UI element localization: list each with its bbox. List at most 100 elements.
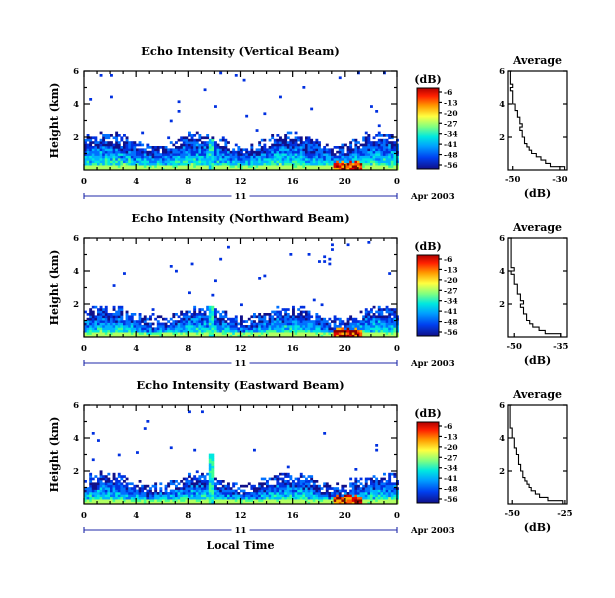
heatmap-cell bbox=[234, 74, 238, 77]
heatmap-cell bbox=[141, 317, 145, 321]
heatmap-cell bbox=[123, 322, 126, 326]
heatmap-cell bbox=[94, 136, 98, 140]
heatmap-cell bbox=[276, 320, 280, 323]
heatmap-cell bbox=[286, 158, 290, 161]
heatmap-cell bbox=[115, 489, 119, 493]
heatmap-cell bbox=[214, 501, 217, 505]
heatmap-cell bbox=[271, 136, 275, 140]
heatmap-cell bbox=[146, 146, 150, 149]
heatmap-cell bbox=[104, 167, 108, 171]
heatmap-cell bbox=[224, 320, 228, 323]
heatmap-cell bbox=[266, 329, 269, 333]
heatmap-cell bbox=[86, 146, 90, 149]
heatmap-cell bbox=[380, 322, 384, 326]
heatmap-cell bbox=[315, 317, 319, 321]
heatmap-cell bbox=[351, 494, 355, 498]
heatmap-cell bbox=[201, 317, 204, 321]
heatmap-cell bbox=[364, 484, 368, 488]
heatmap-cell bbox=[201, 475, 204, 478]
heatmap-cell bbox=[206, 146, 210, 149]
heatmap-cell bbox=[240, 501, 243, 505]
heatmap-cell bbox=[284, 153, 288, 156]
heatmap-cell bbox=[156, 496, 160, 500]
heatmap-cell bbox=[180, 146, 184, 149]
heatmap-cell bbox=[281, 143, 285, 147]
heatmap-cell bbox=[328, 322, 332, 326]
heatmap-cell bbox=[156, 492, 160, 495]
heatmap-cell bbox=[380, 482, 384, 486]
heatmap-cell bbox=[133, 165, 137, 168]
heatmap-cell bbox=[266, 322, 269, 326]
heatmap-cell bbox=[393, 143, 397, 147]
heatmap-cell bbox=[141, 489, 145, 493]
heatmap-cell bbox=[117, 158, 121, 161]
heatmap-cell bbox=[89, 327, 93, 331]
heatmap-cell bbox=[286, 329, 290, 333]
heatmap-cell bbox=[279, 315, 282, 319]
heatmap-cell bbox=[128, 165, 132, 168]
heatmap-cell bbox=[143, 167, 147, 171]
heatmap-cell bbox=[310, 150, 314, 154]
heatmap-cell bbox=[237, 327, 241, 331]
heatmap-cell bbox=[286, 492, 290, 495]
heatmap-cell bbox=[234, 143, 238, 147]
heatmap-cell bbox=[344, 334, 347, 338]
heatmap-cell bbox=[169, 162, 173, 166]
heatmap-cell bbox=[305, 162, 308, 166]
heatmap-cell bbox=[172, 143, 176, 147]
heatmap-cell bbox=[354, 160, 358, 164]
heatmap-cell bbox=[224, 158, 228, 161]
heatmap-cell bbox=[123, 320, 126, 323]
heatmap-cell bbox=[237, 499, 241, 502]
heatmap-cell bbox=[325, 482, 329, 486]
heatmap-cell bbox=[138, 165, 142, 168]
heatmap-cell bbox=[227, 329, 230, 333]
heatmap-cell bbox=[286, 322, 290, 326]
heatmap-cell bbox=[214, 146, 217, 149]
heatmap-cell bbox=[247, 325, 251, 328]
heatmap-cell bbox=[370, 489, 373, 493]
heatmap-cell bbox=[94, 499, 98, 502]
heatmap-cell bbox=[276, 134, 280, 137]
heatmap-cell bbox=[268, 329, 272, 333]
heatmap-cell bbox=[284, 315, 288, 319]
heatmap-cell bbox=[385, 334, 389, 338]
heatmap-cell bbox=[180, 492, 184, 495]
heatmap-cell bbox=[206, 329, 210, 333]
heatmap-cell bbox=[206, 501, 210, 505]
x-tick-label: 16 bbox=[287, 511, 299, 521]
heatmap-cell bbox=[250, 484, 254, 488]
heatmap-cell bbox=[188, 138, 191, 142]
heatmap-cell bbox=[164, 160, 168, 164]
heatmap-cell bbox=[193, 494, 197, 498]
heatmap-cell bbox=[195, 501, 199, 505]
heatmap-cell bbox=[169, 480, 173, 483]
heatmap-cell bbox=[117, 305, 121, 309]
heatmap-cell bbox=[219, 162, 223, 166]
heatmap-cell bbox=[367, 315, 371, 319]
heatmap-cell bbox=[159, 494, 163, 498]
heatmap-cell bbox=[91, 162, 95, 166]
heatmap-cell bbox=[333, 165, 337, 168]
heatmap-cell bbox=[385, 167, 389, 171]
heatmap-cell bbox=[323, 317, 327, 321]
heatmap-cell bbox=[328, 160, 332, 164]
heatmap-cell bbox=[227, 327, 230, 331]
heatmap-cell bbox=[117, 150, 121, 154]
heatmap-cell bbox=[172, 332, 176, 335]
heatmap-cell bbox=[125, 317, 129, 321]
heatmap-cell bbox=[266, 334, 269, 338]
heatmap-cell bbox=[94, 487, 98, 490]
heatmap-cell bbox=[224, 496, 228, 500]
heatmap-cell bbox=[354, 499, 358, 502]
heatmap-cell bbox=[284, 138, 288, 142]
heatmap-cell bbox=[180, 143, 184, 147]
heatmap-cell bbox=[104, 134, 108, 137]
heatmap-cell bbox=[302, 329, 306, 333]
heatmap-cell bbox=[110, 74, 113, 77]
heatmap-cell bbox=[203, 162, 207, 166]
heatmap-cell bbox=[110, 148, 113, 152]
heatmap-cell bbox=[260, 327, 264, 331]
heatmap-cell bbox=[94, 305, 98, 309]
heatmap-cell bbox=[305, 160, 308, 164]
